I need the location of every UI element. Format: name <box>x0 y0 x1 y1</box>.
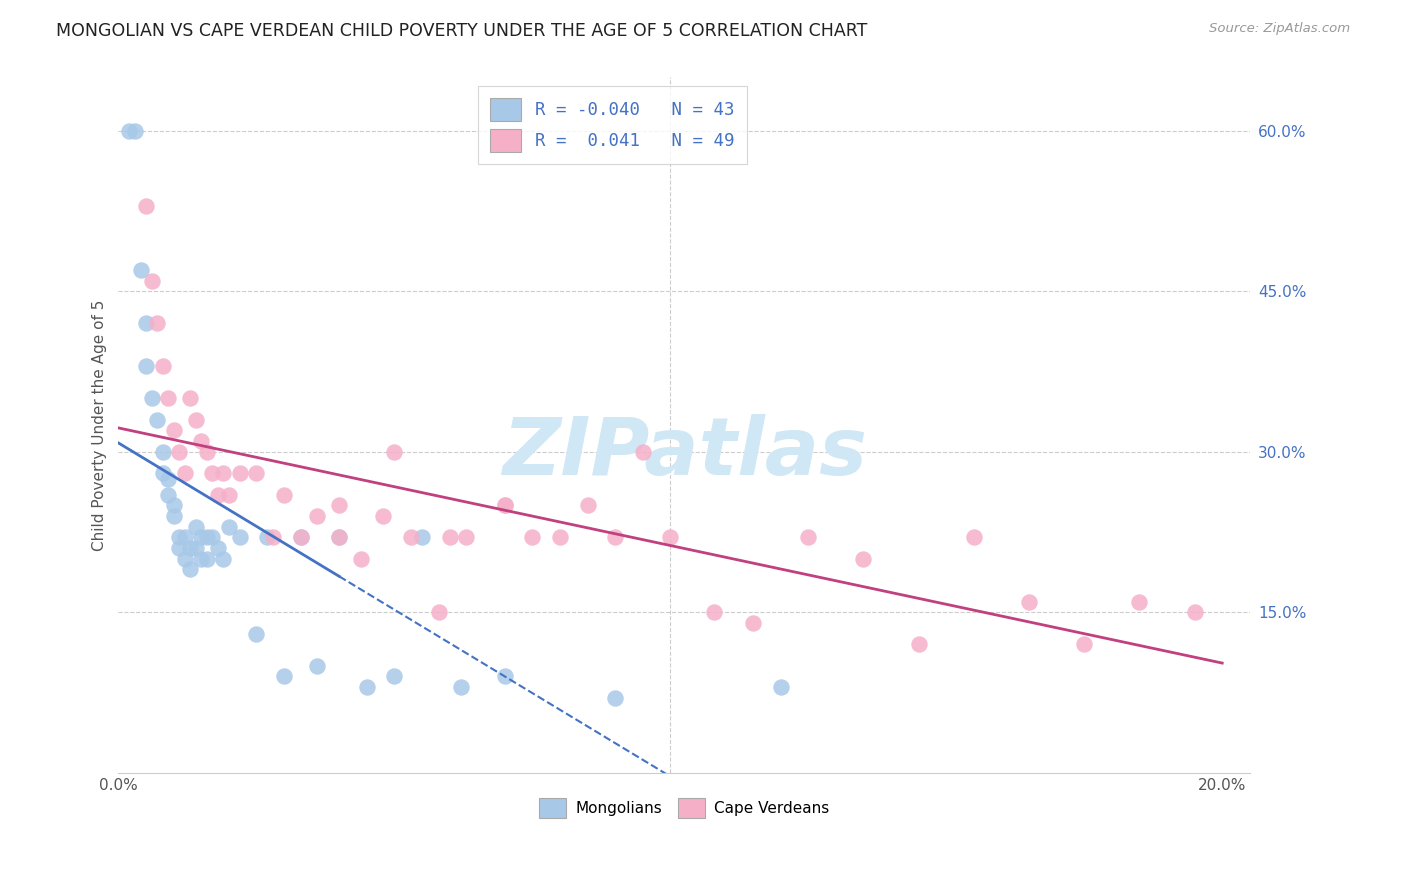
Point <box>146 413 169 427</box>
Point <box>167 541 190 555</box>
Text: ZIPatlas: ZIPatlas <box>502 414 866 491</box>
Point <box>522 530 544 544</box>
Point <box>179 562 201 576</box>
Point <box>190 530 212 544</box>
Point <box>290 530 312 544</box>
Point <box>494 498 516 512</box>
Point <box>1128 594 1150 608</box>
Point <box>328 498 350 512</box>
Point <box>631 445 654 459</box>
Point <box>135 317 157 331</box>
Point <box>273 669 295 683</box>
Point <box>907 637 929 651</box>
Point <box>135 359 157 374</box>
Point <box>1018 594 1040 608</box>
Point <box>129 263 152 277</box>
Point <box>273 488 295 502</box>
Point <box>173 467 195 481</box>
Point <box>135 199 157 213</box>
Text: MONGOLIAN VS CAPE VERDEAN CHILD POVERTY UNDER THE AGE OF 5 CORRELATION CHART: MONGOLIAN VS CAPE VERDEAN CHILD POVERTY … <box>56 22 868 40</box>
Point <box>229 467 252 481</box>
Point <box>605 530 627 544</box>
Point <box>190 551 212 566</box>
Y-axis label: Child Poverty Under the Age of 5: Child Poverty Under the Age of 5 <box>93 300 107 550</box>
Point <box>384 445 406 459</box>
Point <box>157 472 180 486</box>
Point <box>152 467 174 481</box>
Point <box>1184 605 1206 619</box>
Point <box>162 498 184 512</box>
Point <box>797 530 820 544</box>
Point <box>852 551 875 566</box>
Point <box>184 519 207 533</box>
Point <box>167 445 190 459</box>
Point <box>157 488 180 502</box>
Point <box>173 551 195 566</box>
Point <box>212 467 235 481</box>
Point <box>605 690 627 705</box>
Point <box>201 530 224 544</box>
Point <box>963 530 986 544</box>
Point <box>659 530 682 544</box>
Point <box>218 488 240 502</box>
Point <box>162 424 184 438</box>
Point <box>307 508 329 523</box>
Point <box>124 124 146 138</box>
Point <box>184 413 207 427</box>
Point <box>456 530 478 544</box>
Point <box>157 392 180 406</box>
Point <box>141 392 163 406</box>
Point <box>167 530 190 544</box>
Legend: Mongolians, Cape Verdeans: Mongolians, Cape Verdeans <box>533 792 835 824</box>
Point <box>229 530 252 544</box>
Point <box>179 392 201 406</box>
Point <box>494 669 516 683</box>
Point <box>245 467 267 481</box>
Point <box>190 434 212 449</box>
Point <box>173 530 195 544</box>
Point <box>399 530 422 544</box>
Point <box>450 680 472 694</box>
Point <box>411 530 433 544</box>
Point <box>218 519 240 533</box>
Point <box>328 530 350 544</box>
Point <box>207 541 229 555</box>
Point <box>494 498 516 512</box>
Point <box>207 488 229 502</box>
Point <box>184 541 207 555</box>
Point <box>703 605 725 619</box>
Point <box>307 658 329 673</box>
Point <box>290 530 312 544</box>
Point <box>195 530 218 544</box>
Point <box>256 530 278 544</box>
Point <box>356 680 378 694</box>
Point <box>118 124 141 138</box>
Point <box>769 680 792 694</box>
Point <box>1073 637 1095 651</box>
Point <box>262 530 284 544</box>
Point <box>146 317 169 331</box>
Point <box>179 541 201 555</box>
Point <box>152 445 174 459</box>
Point <box>162 508 184 523</box>
Point <box>439 530 461 544</box>
Point <box>576 498 599 512</box>
Text: Source: ZipAtlas.com: Source: ZipAtlas.com <box>1209 22 1350 36</box>
Point <box>195 551 218 566</box>
Point <box>328 530 350 544</box>
Point <box>152 359 174 374</box>
Point <box>548 530 571 544</box>
Point <box>212 551 235 566</box>
Point <box>201 467 224 481</box>
Point <box>141 274 163 288</box>
Point <box>742 615 765 630</box>
Point <box>373 508 395 523</box>
Point <box>427 605 450 619</box>
Point <box>350 551 373 566</box>
Point <box>384 669 406 683</box>
Point <box>245 626 267 640</box>
Point <box>195 445 218 459</box>
